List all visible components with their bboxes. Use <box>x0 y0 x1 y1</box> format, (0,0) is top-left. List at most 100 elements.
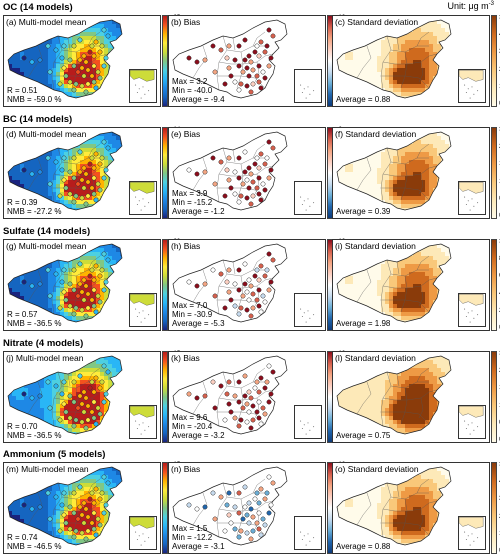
site-marker <box>212 69 218 75</box>
site-marker <box>105 480 111 486</box>
site-marker <box>202 504 208 510</box>
site-marker <box>236 311 242 317</box>
site-marker <box>77 373 83 379</box>
site-marker <box>224 279 230 285</box>
province-boundaries <box>27 367 109 427</box>
stat-text: Min = -15.2 <box>172 198 213 207</box>
country-outline <box>336 131 452 211</box>
stat-text: NMB = -36.5 % <box>7 431 62 440</box>
site-marker <box>210 490 216 496</box>
site-marker <box>226 379 232 385</box>
site-marker <box>71 199 77 205</box>
site-marker <box>252 496 258 502</box>
site-marker <box>67 281 73 287</box>
site-marker <box>53 494 59 500</box>
stat-text: Average = -1.2 <box>172 207 225 216</box>
site-marker <box>95 405 101 411</box>
site-marker <box>236 379 242 385</box>
site-marker <box>266 63 272 69</box>
site-marker <box>264 155 270 161</box>
site-marker <box>226 401 232 407</box>
site-marker <box>97 411 103 417</box>
site-marker <box>79 177 85 183</box>
site-marker <box>260 293 266 299</box>
bias-map <box>172 131 288 211</box>
site-marker <box>250 179 256 185</box>
site-marker <box>226 177 232 183</box>
panel-bias: (b) Bias Max = 3.2 Min = -40.0 Average = -9… <box>168 15 326 107</box>
site-marker <box>105 369 111 375</box>
site-marker <box>238 81 244 87</box>
site-marker <box>81 409 87 415</box>
site-marker <box>97 161 103 167</box>
site-marker <box>103 279 109 285</box>
site-marker <box>47 293 53 299</box>
site-marker <box>242 37 248 43</box>
site-marker <box>242 169 248 175</box>
site-marker <box>248 395 254 401</box>
site-marker <box>91 510 97 516</box>
site-marker <box>252 161 258 167</box>
province-boundaries <box>356 367 438 427</box>
site-marker <box>79 512 85 518</box>
site-marker <box>75 181 81 187</box>
country-outline <box>336 19 452 99</box>
site-marker <box>71 267 77 273</box>
site-marker <box>254 409 260 415</box>
bias-map <box>172 355 288 435</box>
site-marker <box>270 257 276 263</box>
site-marker <box>210 267 216 273</box>
panel-label: (o) Standard deviation <box>335 464 419 474</box>
site-marker <box>256 165 262 171</box>
site-marker <box>264 267 270 273</box>
mean-map <box>7 19 123 99</box>
site-marker <box>262 385 268 391</box>
site-marker <box>61 512 67 518</box>
site-marker <box>250 81 256 87</box>
site-marker <box>63 409 69 415</box>
south-china-sea-inset <box>458 293 486 327</box>
site-marker <box>87 273 93 279</box>
site-marker <box>89 185 95 191</box>
south-china-sea-inset <box>458 516 486 550</box>
site-marker <box>244 289 250 295</box>
site-marker <box>186 502 192 508</box>
site-marker <box>236 43 242 49</box>
site-marker <box>83 506 89 512</box>
site-marker <box>87 49 93 55</box>
site-marker <box>248 59 254 65</box>
site-marker <box>236 199 242 205</box>
site-marker <box>258 263 264 269</box>
site-marker <box>71 87 77 93</box>
site-marker <box>256 303 262 309</box>
country-outline <box>336 355 452 435</box>
site-marker <box>85 193 91 199</box>
inset-map <box>129 406 155 435</box>
site-marker <box>93 309 99 315</box>
unit-label: Unit: μg m-3 <box>447 1 494 11</box>
site-marker <box>83 171 89 177</box>
mean-colorbar <box>162 239 168 331</box>
site-marker <box>101 139 107 145</box>
site-marker <box>232 191 238 197</box>
site-marker <box>67 415 73 421</box>
site-marker <box>202 393 208 399</box>
inset-map <box>129 517 155 546</box>
panel-sd: (i) Standard deviation Average = 1.98 <box>332 239 490 331</box>
site-marker <box>75 69 81 75</box>
site-marker <box>240 293 246 299</box>
site-marker <box>240 405 246 411</box>
panel-sd: (f) Standard deviation Average = 0.39 <box>332 127 490 219</box>
site-marker <box>91 63 97 69</box>
site-marker <box>71 423 77 429</box>
panel-mean: (j) Multi-model mean R = 0.70 NMB = -36.5 … <box>3 351 161 443</box>
site-marker <box>250 193 256 199</box>
site-marker <box>59 279 65 285</box>
south-china-sea-inset <box>129 69 157 103</box>
south-china-sea-inset <box>294 405 322 439</box>
site-marker <box>47 181 53 187</box>
site-marker <box>258 421 264 427</box>
site-marker <box>266 27 272 33</box>
province-boundaries <box>356 143 438 203</box>
row-title: BC (14 models) <box>3 114 73 125</box>
